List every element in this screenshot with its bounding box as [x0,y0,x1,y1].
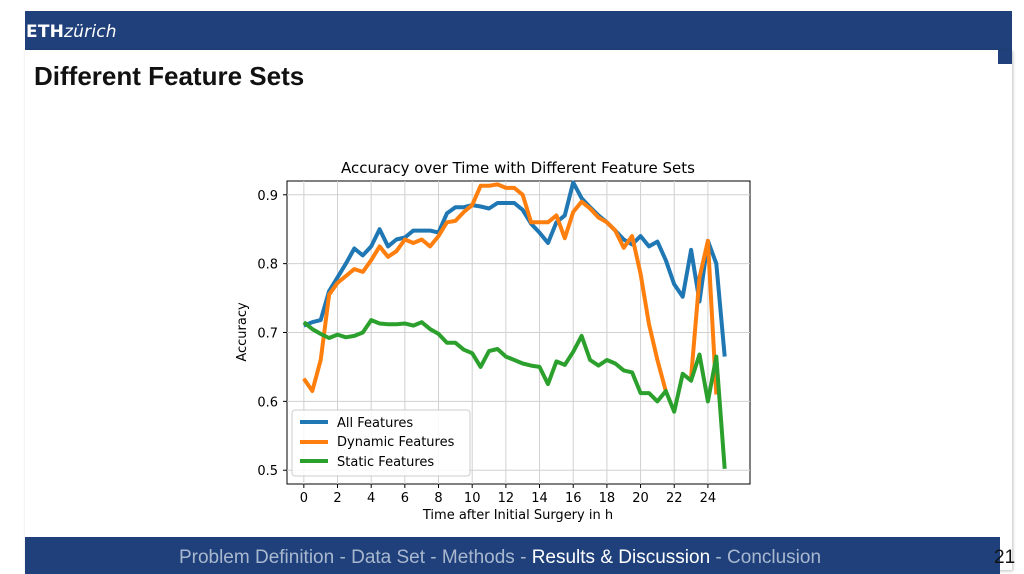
footer-separator: - [710,547,728,568]
x-tick-label: 10 [464,491,481,506]
x-tick-label: 18 [599,491,616,506]
eth-zurich-logo: ETHzürich [26,22,117,42]
legend-box [291,409,471,477]
legend-label-dynamic-features: Dynamic Features [337,435,455,450]
slide-title: Different Feature Sets [34,61,305,91]
x-tick-label: 0 [300,491,308,506]
y-tick-label: 0.5 [257,464,278,479]
y-tick-label: 0.9 [257,189,278,204]
x-tick-label: 24 [700,491,717,506]
footer-bar [25,537,1000,574]
chart-title: Accuracy over Time with Different Featur… [341,159,695,177]
legend-label-static-features: Static Features [337,455,434,470]
x-tick-label: 12 [498,491,515,506]
x-tick-label: 8 [434,491,442,506]
x-tick-label: 16 [565,491,582,506]
corner-marker [998,50,1012,64]
page-number: 21 [994,547,1016,568]
x-tick-label: 22 [666,491,683,506]
x-tick-label: 20 [632,491,649,506]
footer-separator: - [514,547,532,568]
footer-nav-item[interactable]: Methods [441,547,515,568]
y-tick-label: 0.8 [257,258,278,273]
footer-nav-item[interactable]: Conclusion [727,547,822,568]
footer-separator: - [334,547,352,568]
legend-label-all-features: All Features [337,416,413,431]
x-tick-label: 2 [333,491,341,506]
header-bar [25,11,1012,50]
series-line-all-features [303,180,727,357]
y-tick-label: 0.7 [257,327,278,342]
footer-navigation: Problem Definition - Data Set - Methods … [0,547,1000,569]
x-tick-label: 14 [531,491,548,506]
x-tick-label: 4 [367,491,375,506]
series-line-dynamic-features [302,182,719,395]
legend: All Features Dynamic Features Static Fea… [291,409,471,477]
y-tick-label: 0.6 [257,395,278,410]
x-tick-label: 6 [401,491,409,506]
series-line-static-features [302,318,727,469]
footer-nav-item[interactable]: Problem Definition [178,547,335,568]
footer-nav-item[interactable]: Data Set [351,547,426,568]
footer-separator: - [425,547,442,568]
y-axis-label: Accuracy [235,302,250,362]
x-axis-label: Time after Initial Surgery in h [422,508,613,523]
footer-nav-item[interactable]: Results & Discussion [531,547,711,568]
